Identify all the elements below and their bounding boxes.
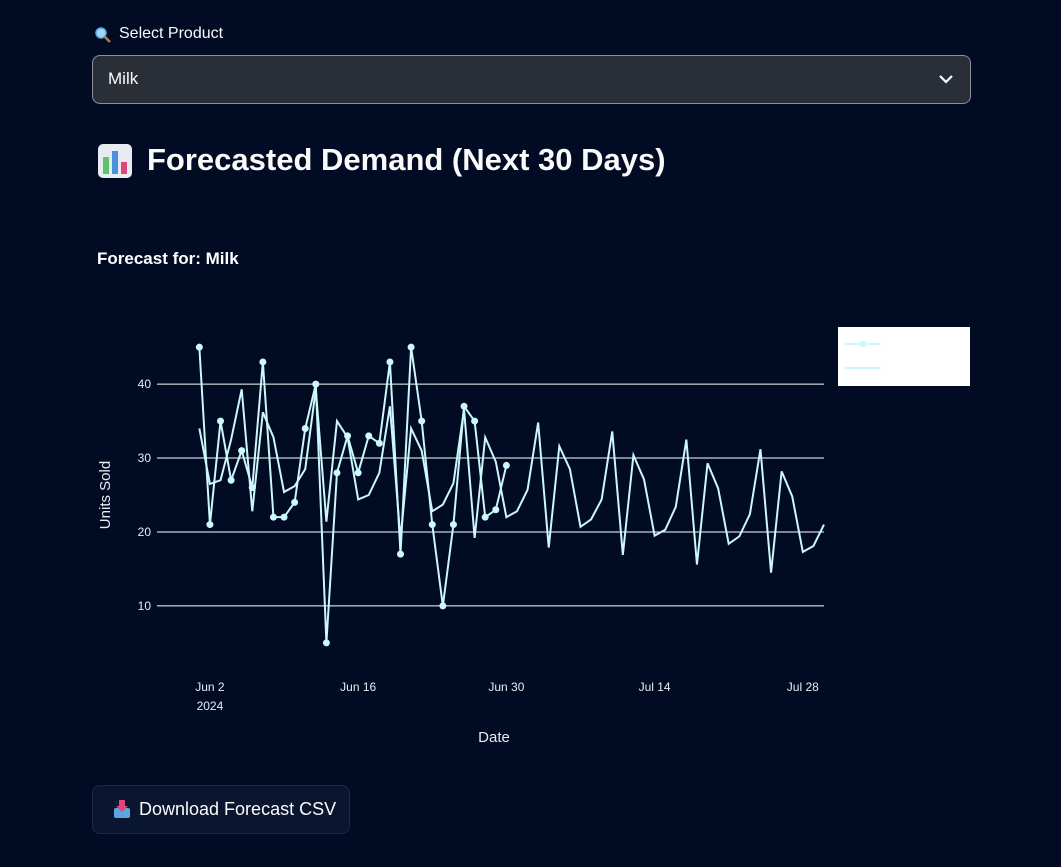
point	[269, 513, 277, 521]
point	[322, 639, 330, 647]
chart-icon	[98, 144, 132, 178]
y-tick-label: 40	[138, 377, 152, 391]
page-title: Forecasted Demand (Next 30 Days)	[147, 142, 666, 177]
point	[259, 358, 267, 366]
point	[333, 469, 341, 477]
point	[449, 521, 457, 529]
legend-box	[838, 327, 970, 386]
point	[217, 417, 225, 425]
point	[407, 343, 415, 351]
point	[460, 402, 468, 410]
legend-marker	[859, 340, 867, 348]
point	[291, 498, 299, 506]
series-line	[198, 347, 508, 643]
point	[428, 521, 436, 529]
point	[354, 469, 362, 477]
y-tick-label: 10	[138, 599, 152, 613]
chevron	[939, 75, 953, 84]
x-tick-label: Jun 30	[488, 680, 524, 694]
point	[206, 521, 214, 529]
x-tick-label: Jul 14	[639, 680, 671, 694]
point	[481, 513, 489, 521]
select-label: Select Product	[119, 25, 224, 42]
select-value: Milk	[108, 69, 139, 88]
point	[227, 476, 235, 484]
x-tick-label: Jul 28	[787, 680, 819, 694]
point	[471, 417, 479, 425]
y-axis-label: Units Sold	[97, 461, 114, 529]
point	[312, 380, 320, 388]
x-axis-label: Date	[478, 729, 510, 746]
x-tick-label: Jun 16	[340, 680, 376, 694]
point	[301, 424, 309, 432]
series-line	[198, 389, 825, 573]
point	[365, 432, 373, 440]
chart: Forecast for: Milk Date Units Sold 10 20 3…	[97, 249, 970, 746]
search-icon	[95, 27, 111, 43]
point	[418, 417, 426, 425]
point	[195, 343, 203, 351]
point	[492, 506, 500, 514]
point	[386, 358, 394, 366]
y-tick-label: 20	[138, 525, 152, 539]
download-icon	[114, 800, 130, 818]
download-button[interactable]: Download Forecast CSV	[92, 785, 350, 834]
product-select[interactable]: Milk	[92, 55, 971, 104]
download-label: Download Forecast CSV	[139, 799, 337, 819]
point	[397, 550, 405, 558]
y-tick-label: 30	[138, 451, 152, 465]
point	[439, 602, 447, 610]
point	[280, 513, 288, 521]
point	[502, 461, 510, 469]
point	[375, 439, 383, 447]
x-tick-label: Jun 2 2024	[195, 680, 225, 713]
chart-title: Forecast for: Milk	[97, 249, 239, 268]
point	[238, 447, 246, 455]
